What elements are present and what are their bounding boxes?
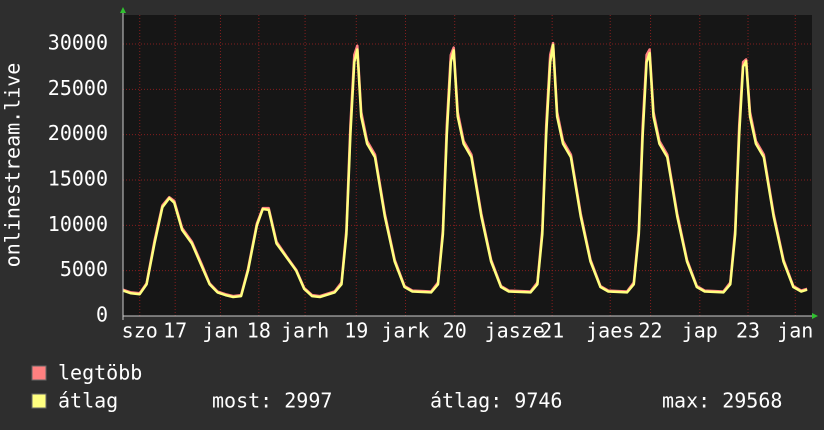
legend: legtöbb átlag most: 2997 átlag: 9746 max: 29… xyxy=(31,361,782,413)
y-tick-label: 5000 xyxy=(60,257,108,281)
x-tick-label: 21 xyxy=(540,319,564,343)
x-tick-label: 23 xyxy=(736,319,760,343)
y-axis-label: onlinestream.live xyxy=(1,63,25,268)
x-axis-arrow xyxy=(812,313,818,319)
legend-label: legtöbb xyxy=(58,361,142,385)
legend-stat: most: 2997 xyxy=(212,389,332,413)
x-tick-label: szo xyxy=(122,319,158,343)
x-tick-label: jan xyxy=(777,319,813,343)
x-tick-label: 22 xyxy=(639,319,663,343)
x-tick-label: 20 xyxy=(443,319,467,343)
legend-label: átlag xyxy=(58,389,118,413)
legend-stat: max: 29568 xyxy=(662,389,782,413)
y-tick-label: 25000 xyxy=(48,76,108,100)
legend-swatch xyxy=(31,393,47,409)
y-tick-label: 30000 xyxy=(48,31,108,55)
lines xyxy=(122,41,808,299)
x-tick-label: jan xyxy=(202,319,238,343)
x-tick-label: 19 xyxy=(344,319,368,343)
y-tick-label: 15000 xyxy=(48,167,108,191)
series-line xyxy=(122,43,808,299)
y-tick-label: 10000 xyxy=(48,212,108,236)
x-tick-label: jasze xyxy=(485,319,545,343)
x-tick-label: 18 xyxy=(247,319,271,343)
x-tick-label: jap xyxy=(682,319,718,343)
x-tick-label: jark xyxy=(381,319,429,343)
legend-stat: átlag: 9746 xyxy=(430,389,562,413)
legend-swatch xyxy=(31,365,47,381)
x-tick-label: jaes xyxy=(586,319,634,343)
y-tick-label: 20000 xyxy=(48,121,108,145)
y-axis-arrow xyxy=(120,7,126,13)
x-tick-label: jarh xyxy=(281,319,329,343)
x-tick-label: 17 xyxy=(163,319,187,343)
plot-area xyxy=(123,15,812,316)
y-tick-label: 0 xyxy=(96,303,108,327)
